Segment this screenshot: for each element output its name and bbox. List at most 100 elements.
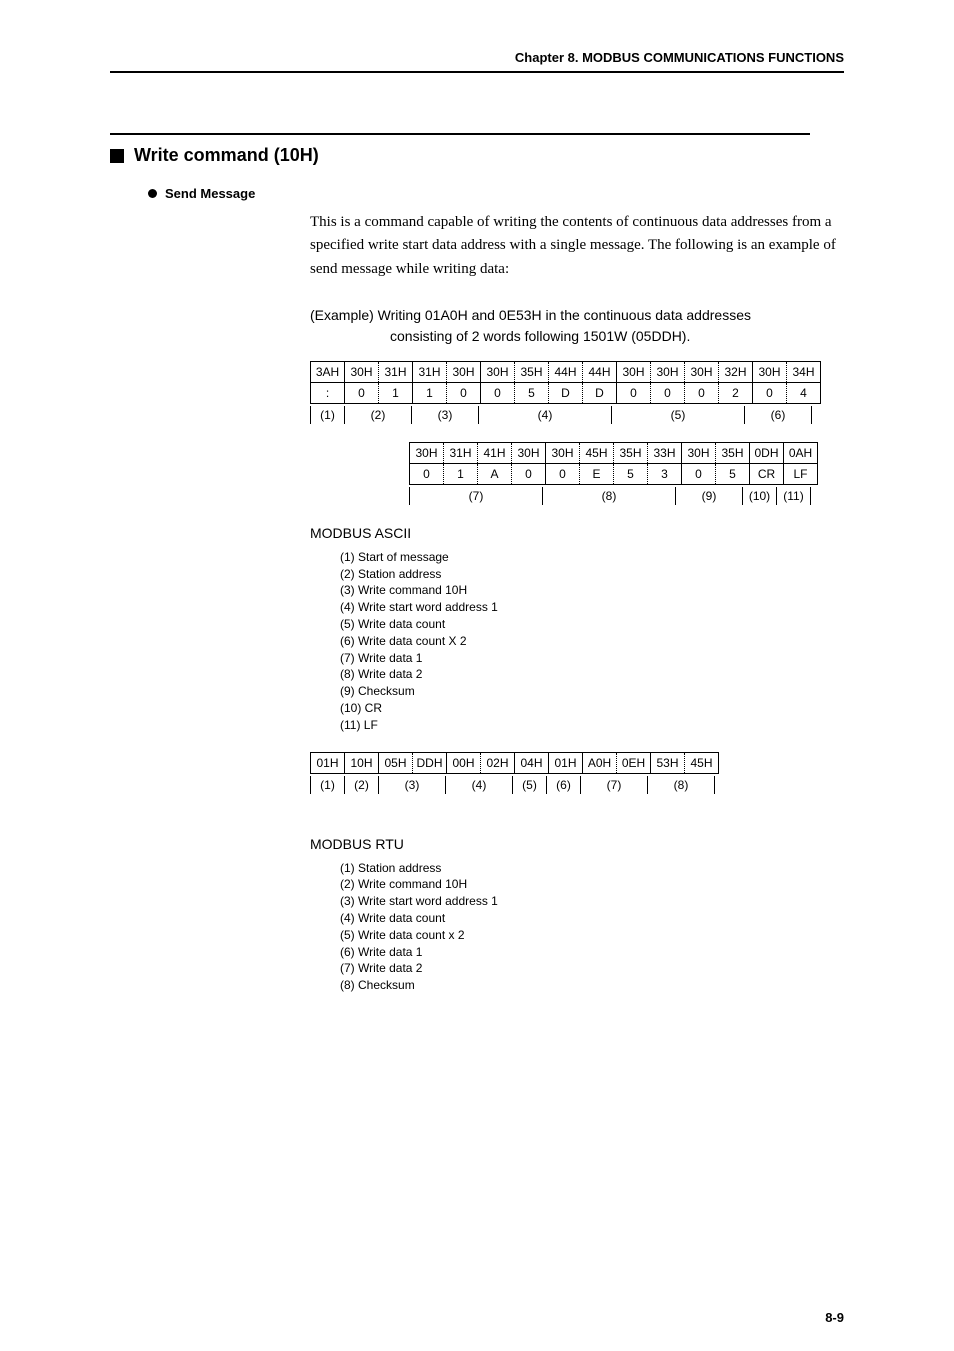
hex-cell: 45H	[685, 752, 719, 773]
rtu-heading: MODBUS RTU	[310, 836, 844, 852]
example-text: (Example) Writing 01A0H and 0E53H in the…	[310, 305, 844, 347]
rtu-table-labels: (1)(2)(3)(4)(5)(6)(7)(8)	[310, 776, 844, 794]
hex-cell: 35H	[515, 361, 549, 382]
hex-cell: 0EH	[617, 752, 651, 773]
legend-item: (9) Checksum	[340, 683, 844, 700]
segment-label: (6)	[546, 776, 580, 794]
rtu-table: 01H10H05HDDH00H02H04H01HA0H0EH53H45H	[310, 752, 719, 774]
hex-cell: DDH	[413, 752, 447, 773]
char-cell: 0	[447, 382, 481, 403]
hex-cell: 31H	[413, 361, 447, 382]
legend-item: (5) Write data count	[340, 616, 844, 633]
char-cell: 0	[481, 382, 515, 403]
legend-item: (6) Write data 1	[340, 944, 844, 961]
legend-item: (7) Write data 2	[340, 960, 844, 977]
segment-label: (9)	[675, 487, 742, 505]
hex-cell: 53H	[651, 752, 685, 773]
square-icon	[110, 149, 124, 163]
char-cell: 1	[379, 382, 413, 403]
hex-cell: 32H	[719, 361, 753, 382]
segment-label: (5)	[512, 776, 546, 794]
hex-cell: 41H	[478, 442, 512, 463]
segment-label: (3)	[411, 406, 478, 424]
legend-item: (3) Write start word address 1	[340, 893, 844, 910]
char-cell: 4	[787, 382, 821, 403]
char-cell: LF	[784, 463, 818, 484]
char-cell: 1	[444, 463, 478, 484]
intro-paragraph: This is a command capable of writing the…	[310, 211, 844, 281]
char-cell: CR	[750, 463, 784, 484]
hex-cell: 30H	[682, 442, 716, 463]
legend-item: (5) Write data count x 2	[340, 927, 844, 944]
hex-cell: 34H	[787, 361, 821, 382]
hex-cell: 02H	[481, 752, 515, 773]
legend-item: (7) Write data 1	[340, 650, 844, 667]
char-cell: :	[311, 382, 345, 403]
char-cell: 0	[410, 463, 444, 484]
hex-cell: 33H	[648, 442, 682, 463]
legend-item: (8) Checksum	[340, 977, 844, 994]
segment-label: (1)	[310, 406, 344, 424]
hex-cell: 31H	[444, 442, 478, 463]
char-cell: 0	[345, 382, 379, 403]
legend-item: (4) Write data count	[340, 910, 844, 927]
hex-cell: 04H	[515, 752, 549, 773]
segment-label: (1)	[310, 776, 344, 794]
char-cell: D	[583, 382, 617, 403]
segment-label: (6)	[744, 406, 812, 424]
sub-section-row: Send Message	[148, 186, 844, 201]
char-cell: 5	[614, 463, 648, 484]
hex-cell: 30H	[753, 361, 787, 382]
segment-label: (4)	[478, 406, 611, 424]
legend-item: (3) Write command 10H	[340, 582, 844, 599]
ascii-heading: MODBUS ASCII	[310, 525, 844, 541]
hex-cell: 30H	[410, 442, 444, 463]
hex-cell: 35H	[716, 442, 750, 463]
char-cell: 0	[651, 382, 685, 403]
hex-cell: 10H	[345, 752, 379, 773]
hex-cell: 30H	[651, 361, 685, 382]
hex-cell: 30H	[481, 361, 515, 382]
hex-cell: 31H	[379, 361, 413, 382]
hex-cell: 44H	[549, 361, 583, 382]
segment-label: (7)	[409, 487, 542, 505]
section-title-row: Write command (10H)	[110, 145, 844, 166]
ascii-table-2-labels: (7)(8)(9)(10)(11)	[409, 487, 844, 505]
ascii-legend: (1) Start of message(2) Station address(…	[340, 549, 844, 734]
char-cell: 3	[648, 463, 682, 484]
segment-label: (10)	[742, 487, 776, 505]
dot-icon	[148, 189, 157, 198]
ascii-table-1-labels: (1)(2)(3)(4)(5)(6)	[310, 406, 821, 424]
page-number: 8-9	[825, 1310, 844, 1325]
hex-cell: 01H	[311, 752, 345, 773]
segment-label: (11)	[776, 487, 811, 505]
hex-cell: 30H	[512, 442, 546, 463]
section-rule	[110, 133, 810, 135]
hex-cell: A0H	[583, 752, 617, 773]
hex-cell: 0AH	[784, 442, 818, 463]
legend-item: (2) Station address	[340, 566, 844, 583]
segment-label: (5)	[611, 406, 744, 424]
rtu-legend: (1) Station address(2) Write command 10H…	[340, 860, 844, 994]
legend-item: (6) Write data count X 2	[340, 633, 844, 650]
hex-cell: 00H	[447, 752, 481, 773]
ascii-table-2: 30H31H41H30H30H45H35H33H30H35H0DH0AH 01A…	[409, 442, 818, 485]
char-cell: 5	[716, 463, 750, 484]
char-cell: 0	[753, 382, 787, 403]
segment-label: (2)	[344, 406, 411, 424]
legend-item: (10) CR	[340, 700, 844, 717]
char-cell: 0	[682, 463, 716, 484]
legend-item: (8) Write data 2	[340, 666, 844, 683]
example-line1: (Example) Writing 01A0H and 0E53H in the…	[310, 305, 844, 326]
char-cell: 0	[546, 463, 580, 484]
legend-item: (1) Start of message	[340, 549, 844, 566]
char-cell: A	[478, 463, 512, 484]
hex-cell: 45H	[580, 442, 614, 463]
char-cell: 2	[719, 382, 753, 403]
hex-cell: 44H	[583, 361, 617, 382]
char-cell: E	[580, 463, 614, 484]
char-cell: 0	[512, 463, 546, 484]
hex-cell: 0DH	[750, 442, 784, 463]
char-cell: 0	[617, 382, 651, 403]
header-rule	[110, 71, 844, 73]
